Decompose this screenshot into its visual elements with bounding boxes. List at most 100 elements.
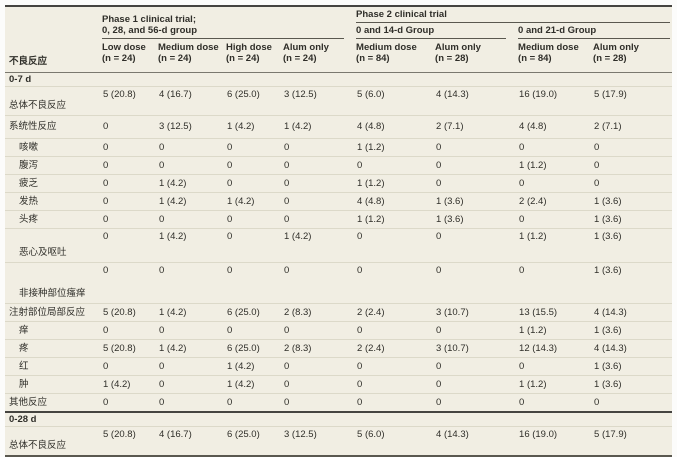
row-label: 总体不良反应 (5, 426, 102, 457)
value-cell: 2 (7.1) (593, 115, 673, 139)
row-label: 其他反应 (5, 393, 102, 413)
row-label: 发热 (5, 192, 102, 211)
table-row: 头疼 0 0 0 0 1 (1.2) 1 (3.6) 0 1 (3.6) (5, 210, 673, 229)
value-cell: 0 (283, 357, 357, 376)
column-header-n: (n = 24) (102, 53, 136, 65)
value-cell: 5 (20.8) (102, 339, 158, 358)
stub-label: 不良反应 (9, 55, 48, 67)
section-header: 0-28 d (5, 411, 673, 427)
value-cell: 1 (1.2) (356, 138, 436, 157)
phase1-group-header: Phase 1 clinical trial; 0, 28, and 56-d … (102, 6, 356, 39)
value-cell: 3 (12.5) (283, 86, 357, 116)
subgroup-0-14d-label: 0 and 14-d Group (356, 25, 507, 39)
value-cell: 0 (435, 321, 519, 340)
value-cell: 0 (283, 375, 357, 394)
adverse-events-table: 不良反应 Phase 1 clinical trial; 0, 28, and … (5, 5, 673, 457)
value-cell: 1 (3.6) (593, 375, 673, 394)
subgroup-0-21d-label: 0 and 21-d Group (518, 25, 671, 39)
value-cell: 6 (25.0) (226, 303, 283, 322)
value-cell: 2 (7.1) (435, 115, 519, 139)
column-header: Medium dose (n = 84) (518, 39, 594, 73)
value-cell: 2 (8.3) (283, 303, 357, 322)
phase1-title-line1: Phase 1 clinical trial; (102, 13, 196, 25)
column-header-label: Medium dose (356, 42, 417, 53)
value-cell: 0 (518, 174, 594, 193)
value-cell: 0 (158, 393, 226, 413)
value-cell: 0 (102, 228, 158, 263)
value-cell: 0 (593, 138, 673, 157)
value-cell: 0 (158, 375, 226, 394)
value-cell: 2 (2.4) (518, 192, 594, 211)
value-cell: 0 (283, 192, 357, 211)
value-cell: 5 (20.8) (102, 86, 158, 116)
column-header-label: Alum only (593, 42, 639, 53)
value-cell: 0 (435, 357, 519, 376)
value-cell: 4 (16.7) (158, 86, 226, 116)
table-row: 疲乏 0 1 (4.2) 0 0 1 (1.2) 0 0 0 (5, 174, 673, 193)
value-cell: 4 (4.8) (518, 115, 594, 139)
value-cell: 0 (518, 357, 594, 376)
row-label: 肿 (5, 375, 102, 394)
phase1-title-line2: 0, 28, and 56-d group (102, 24, 198, 36)
value-cell: 0 (102, 357, 158, 376)
value-cell: 1 (4.2) (102, 375, 158, 394)
value-cell: 1 (3.6) (593, 357, 673, 376)
value-cell: 0 (102, 115, 158, 139)
value-cell: 1 (3.6) (435, 210, 519, 229)
value-cell: 3 (10.7) (435, 339, 519, 358)
value-cell: 0 (518, 210, 594, 229)
row-label: 红 (5, 357, 102, 376)
value-cell: 0 (435, 262, 519, 304)
value-cell: 1 (1.2) (518, 375, 594, 394)
value-cell: 0 (226, 228, 283, 263)
value-cell: 13 (15.5) (518, 303, 594, 322)
table-row: 总体不良反应 5 (20.8) 4 (16.7) 6 (25.0) 3 (12.5) 5 … (5, 86, 673, 116)
value-cell: 4 (14.3) (593, 303, 673, 322)
column-header: Alum only (n = 28) (435, 39, 519, 73)
value-cell: 0 (226, 262, 283, 304)
value-cell: 0 (283, 210, 357, 229)
table-row: 系统性反应 0 3 (12.5) 1 (4.2) 1 (4.2) 4 (4.8) 2 (7.… (5, 115, 673, 139)
value-cell: 0 (356, 156, 436, 175)
value-cell: 3 (12.5) (158, 115, 226, 139)
column-header: Low dose (n = 24) (102, 39, 158, 73)
value-cell: 5 (20.8) (102, 303, 158, 322)
value-cell: 0 (226, 210, 283, 229)
table-row: 腹泻 0 0 0 0 0 0 1 (1.2) 0 (5, 156, 673, 175)
value-cell: 6 (25.0) (226, 86, 283, 116)
value-cell: 0 (226, 138, 283, 157)
value-cell: 1 (1.2) (518, 228, 594, 263)
column-header: Medium dose (n = 84) (356, 39, 436, 73)
value-cell: 0 (102, 192, 158, 211)
value-cell: 0 (435, 138, 519, 157)
value-cell: 0 (102, 156, 158, 175)
value-cell: 0 (356, 357, 436, 376)
value-cell: 0 (158, 156, 226, 175)
value-cell: 0 (356, 262, 436, 304)
value-cell: 0 (518, 262, 594, 304)
row-label: 注射部位局部反应 (5, 303, 102, 322)
value-cell: 5 (17.9) (593, 86, 673, 116)
value-cell: 0 (158, 357, 226, 376)
value-cell: 0 (102, 138, 158, 157)
value-cell: 0 (158, 138, 226, 157)
value-cell: 1 (4.2) (226, 115, 283, 139)
row-label: 头疼 (5, 210, 102, 229)
column-header-n: (n = 24) (226, 53, 260, 65)
value-cell: 1 (4.2) (226, 375, 283, 394)
value-cell: 0 (593, 393, 673, 413)
value-cell: 1 (4.2) (283, 228, 357, 263)
value-cell: 1 (4.2) (158, 339, 226, 358)
value-cell: 4 (16.7) (158, 426, 226, 457)
value-cell: 0 (226, 174, 283, 193)
value-cell: 0 (356, 393, 436, 413)
column-header-n: (n = 24) (283, 53, 317, 65)
value-cell: 0 (435, 156, 519, 175)
phase2-title: Phase 2 clinical trial (356, 9, 671, 23)
value-cell: 1 (1.2) (518, 321, 594, 340)
value-cell: 5 (20.8) (102, 426, 158, 457)
value-cell: 4 (14.3) (593, 339, 673, 358)
value-cell: 0 (158, 321, 226, 340)
